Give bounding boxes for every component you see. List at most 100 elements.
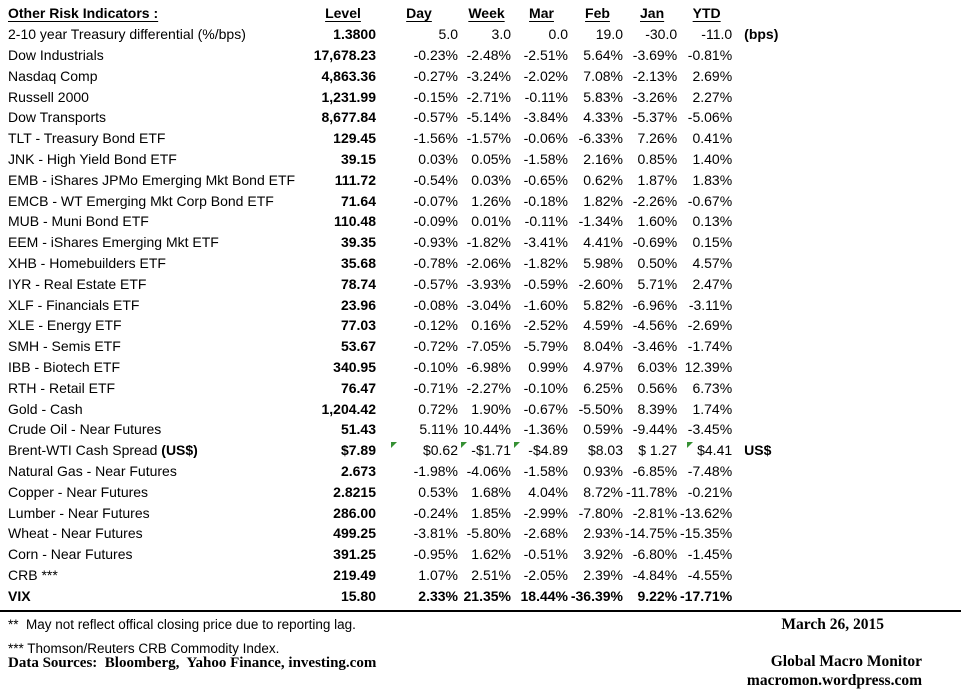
unit-suffix	[734, 232, 872, 253]
change-value-jan: 0.56%	[637, 379, 678, 396]
change-value-mar: 18.44%	[520, 587, 568, 604]
indicator-label: EMB - iShares JPMo Emerging Mkt Bond ETF	[8, 171, 296, 188]
change-value-week: -4.06%	[466, 462, 511, 479]
change-value-mar: -0.11%	[524, 88, 568, 105]
table-row-xlf-financials-etf: XLF - Financials ETF 23.96 -0.08% -3.04% -1.…	[8, 294, 872, 315]
change-value-mar: 0.99%	[528, 358, 568, 375]
change-value-jan: 1.60%	[637, 213, 678, 230]
change-value-feb: 7.08%	[583, 67, 623, 84]
level-value: $7.89	[340, 442, 376, 459]
change-value-week: -5.80%	[466, 525, 511, 542]
unit-suffix	[734, 211, 872, 232]
column-header-day: Day	[406, 5, 432, 22]
change-value-week: 2.51%	[471, 566, 511, 583]
change-value-week: 0.05%	[471, 150, 511, 167]
change-value-week: 3.0	[491, 26, 511, 43]
change-value-week: -3.93%	[466, 275, 511, 292]
change-value-feb: 4.97%	[583, 358, 623, 375]
change-value-feb: -2.60%	[578, 275, 623, 292]
footer-divider	[0, 610, 961, 612]
table-row-emb-ishares-jpmo-emerging-mkt-bond-etf: EMB - iShares JPMo Emerging Mkt Bond ETF…	[8, 169, 872, 190]
indicator-label: JNK - High Yield Bond ETF	[8, 150, 177, 167]
change-value-ytd: -3.45%	[687, 421, 733, 438]
column-header-ytd: YTD	[692, 5, 721, 22]
change-value-feb: 3.92%	[583, 546, 623, 563]
level-value: 340.95	[333, 358, 376, 375]
table-title: Other Risk Indicators :	[8, 5, 159, 22]
change-value-week: -2.71%	[466, 88, 511, 105]
change-value-mar: -1.82%	[523, 254, 568, 271]
change-value-feb: 4.59%	[583, 317, 623, 334]
change-value-mar: -5.79%	[523, 338, 568, 355]
change-value-ytd: $4.41	[679, 440, 734, 461]
table-row-emcb-wt-emerging-mkt-corp-bond-etf: EMCB - WT Emerging Mkt Corp Bond ETF 71.6…	[8, 190, 872, 211]
level-value: 1,231.99	[321, 88, 377, 105]
unit-suffix	[734, 128, 872, 149]
indicator-label: EMCB - WT Emerging Mkt Corp Bond ETF	[8, 192, 274, 209]
level-value: 391.25	[333, 546, 376, 563]
level-value: 39.15	[340, 150, 376, 167]
indicator-label: SMH - Semis ETF	[8, 338, 121, 355]
change-value-jan: -2.26%	[632, 192, 678, 209]
change-value-day: -0.54%	[413, 171, 458, 188]
change-value-ytd: -13.62%	[680, 504, 733, 521]
unit-suffix	[734, 45, 872, 66]
change-value-feb: 8.72%	[583, 483, 623, 500]
change-value-day: -0.24%	[413, 504, 458, 521]
change-value-mar: -2.68%	[523, 525, 568, 542]
column-header-feb: Feb	[585, 5, 610, 22]
table-row-nasdaq-comp: Nasdaq Comp 4,863.36 -0.27% -3.24% -2.02% 7.0…	[8, 65, 872, 86]
change-value-ytd: -17.71%	[680, 587, 733, 604]
change-value-jan: -0.69%	[632, 234, 678, 251]
change-value-ytd: 2.47%	[692, 275, 733, 292]
change-value-day: 5.11%	[419, 421, 458, 438]
column-header-week: Week	[468, 5, 505, 22]
indicator-label: Brent-WTI Cash Spread (US$)	[8, 442, 198, 459]
change-value-week: 0.16%	[471, 317, 511, 334]
indicator-label: Copper - Near Futures	[8, 483, 149, 500]
change-value-week: -2.27%	[466, 379, 511, 396]
change-value-mar: 0.0	[548, 26, 568, 43]
change-value-jan: 8.39%	[637, 400, 678, 417]
risk-indicators-table: Other Risk Indicators : Level Day Week M…	[8, 3, 872, 606]
change-value-day: 2.33%	[418, 587, 458, 604]
change-value-mar: -3.84%	[523, 109, 568, 126]
level-value: 78.74	[340, 275, 376, 292]
change-value-day: -0.57%	[413, 109, 458, 126]
change-value-ytd: 0.13%	[692, 213, 733, 230]
change-value-day: -0.27%	[413, 67, 458, 84]
change-value-jan: -30.0	[645, 26, 678, 43]
change-value-day: 1.07%	[418, 566, 458, 583]
table-row-dow-transports: Dow Transports 8,677.84 -0.57% -5.14% -3.84%…	[8, 107, 872, 128]
change-value-ytd: -1.45%	[687, 546, 733, 563]
change-value-week: -1.57%	[466, 130, 511, 147]
change-value-feb: 0.59%	[583, 421, 623, 438]
change-value-ytd: 12.39%	[684, 358, 733, 375]
change-value-ytd: -7.48%	[687, 462, 733, 479]
change-value-ytd: -0.21%	[687, 483, 733, 500]
unit-suffix	[734, 544, 872, 565]
table-row-ibb-biotech-etf: IBB - Biotech ETF 340.95 -0.10% -6.98% 0.99%…	[8, 357, 872, 378]
change-value-ytd: -3.11%	[688, 296, 733, 313]
level-value: 111.72	[334, 171, 376, 188]
change-value-week: -3.04%	[466, 296, 511, 313]
publisher-url: macromon.wordpress.com	[746, 672, 922, 689]
change-value-ytd: -1.74%	[687, 338, 733, 355]
unit-suffix	[734, 315, 872, 336]
change-value-ytd: 1.74%	[692, 400, 733, 417]
unit-suffix	[734, 481, 872, 502]
change-value-ytd: -5.06%	[687, 109, 733, 126]
table-row-smh-semis-etf: SMH - Semis ETF 53.67 -0.72% -7.05% -5.79% 8.…	[8, 336, 872, 357]
change-value-week: -2.06%	[466, 254, 511, 271]
table-row-natural-gas-near-futures: Natural Gas - Near Futures 2.673 -1.98% -4.…	[8, 461, 872, 482]
table-row-mub-muni-bond-etf: MUB - Muni Bond ETF 110.48 -0.09% 0.01% -0.1…	[8, 211, 872, 232]
change-value-week: 10.44%	[463, 421, 511, 438]
change-value-mar: -0.11%	[524, 213, 568, 230]
change-value-ytd: 1.83%	[692, 171, 733, 188]
change-value-ytd: -4.55%	[687, 566, 733, 583]
table-row-tlt-treasury-bond-etf: TLT - Treasury Bond ETF 129.45 -1.56% -1.57…	[8, 128, 872, 149]
change-value-feb: 2.93%	[583, 525, 623, 542]
indicator-label: XHB - Homebuilders ETF	[8, 254, 166, 271]
indicator-label: CRB ***	[8, 566, 58, 583]
change-value-ytd: -2.69%	[687, 317, 733, 334]
